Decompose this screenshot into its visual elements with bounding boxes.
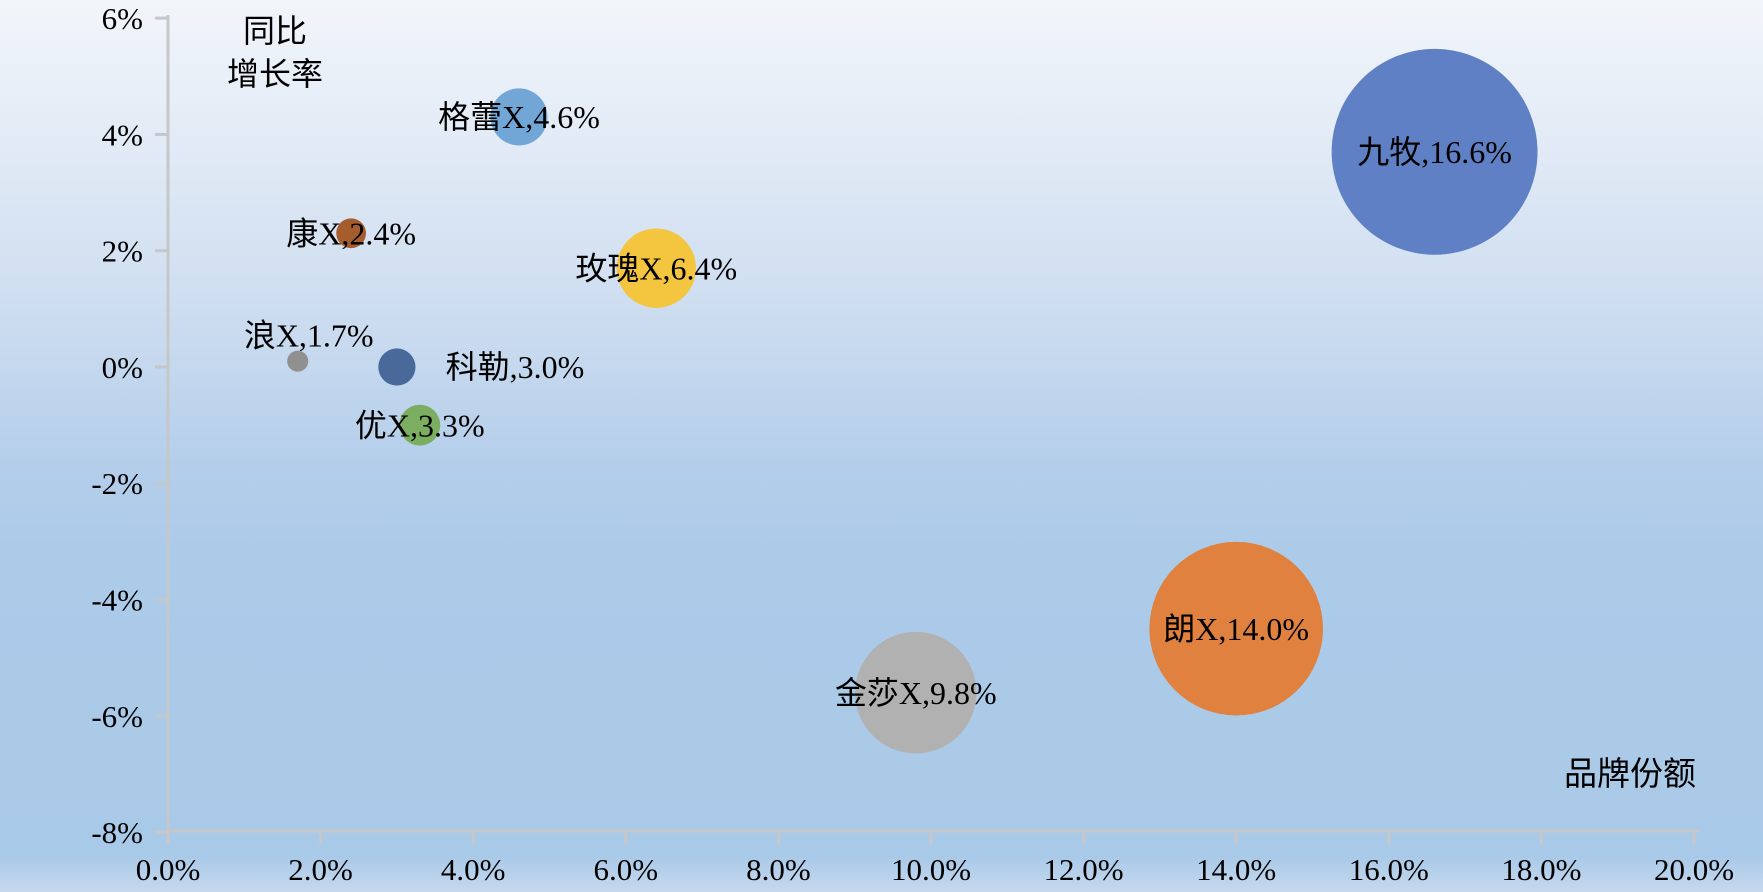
bubble-lang-x-orange bbox=[1149, 541, 1323, 716]
bubble-jiumu bbox=[1331, 48, 1538, 255]
y-tick-label: -2% bbox=[91, 466, 143, 501]
bubble-gelei-x bbox=[490, 88, 548, 146]
bubble-you-x bbox=[399, 404, 441, 446]
bubble-label-jinsha-x: 金莎X,9.8% bbox=[835, 675, 997, 711]
x-tick-label: 0.0% bbox=[136, 852, 201, 887]
bubble-lang-x-gray bbox=[287, 350, 309, 372]
y-axis-title: 同比 增长率 bbox=[175, 10, 375, 96]
bubble-label-kang-x: 康X,2.4% bbox=[286, 215, 416, 251]
bubble-kang-x bbox=[336, 218, 366, 249]
bubble-label-you-x: 优X,3.3% bbox=[355, 407, 485, 443]
y-tick-label: 0% bbox=[102, 350, 143, 385]
y-tick-label: 4% bbox=[102, 117, 143, 152]
y-tick-label: 2% bbox=[102, 234, 143, 269]
bubble-label-jiumu: 九牧,16.6% bbox=[1357, 134, 1512, 170]
y-axis-title-line-2: 增长率 bbox=[226, 56, 323, 92]
x-tick-label: 16.0% bbox=[1349, 852, 1429, 887]
y-tick-label: 6% bbox=[102, 1, 143, 36]
x-tick-label: 4.0% bbox=[441, 852, 506, 887]
x-axis-title: 品牌份额 bbox=[1564, 757, 1696, 793]
bubble-label-lang-x-gray: 浪X,1.7% bbox=[244, 317, 374, 353]
y-tick-label: -6% bbox=[91, 699, 143, 734]
x-tick-label: 12.0% bbox=[1044, 852, 1124, 887]
x-tick-label: 6.0% bbox=[594, 852, 659, 887]
bubble-label-kele: 科勒,3.0% bbox=[446, 349, 585, 385]
y-tick-label: -8% bbox=[91, 815, 143, 850]
bubble-label-gelei-x: 格蕾X,4.6% bbox=[438, 99, 600, 135]
bubble-label-lang-x-orange: 朗X,14.0% bbox=[1163, 611, 1309, 647]
bubble-kele bbox=[378, 348, 416, 386]
y-tick-label: -4% bbox=[91, 583, 143, 618]
x-tick-label: 8.0% bbox=[746, 852, 811, 887]
bubble-label-meigui-x: 玫瑰X,6.4% bbox=[575, 250, 737, 286]
bubble-meigui-x bbox=[616, 228, 696, 308]
y-axis-title-line-1: 同比 bbox=[242, 13, 307, 49]
x-tick-label: 18.0% bbox=[1501, 852, 1581, 887]
x-tick-label: 10.0% bbox=[891, 852, 971, 887]
x-tick-label: 20.0% bbox=[1654, 852, 1734, 887]
x-tick-label: 2.0% bbox=[288, 852, 353, 887]
bubble-jinsha-x bbox=[854, 631, 977, 754]
x-tick-label: 14.0% bbox=[1196, 852, 1276, 887]
